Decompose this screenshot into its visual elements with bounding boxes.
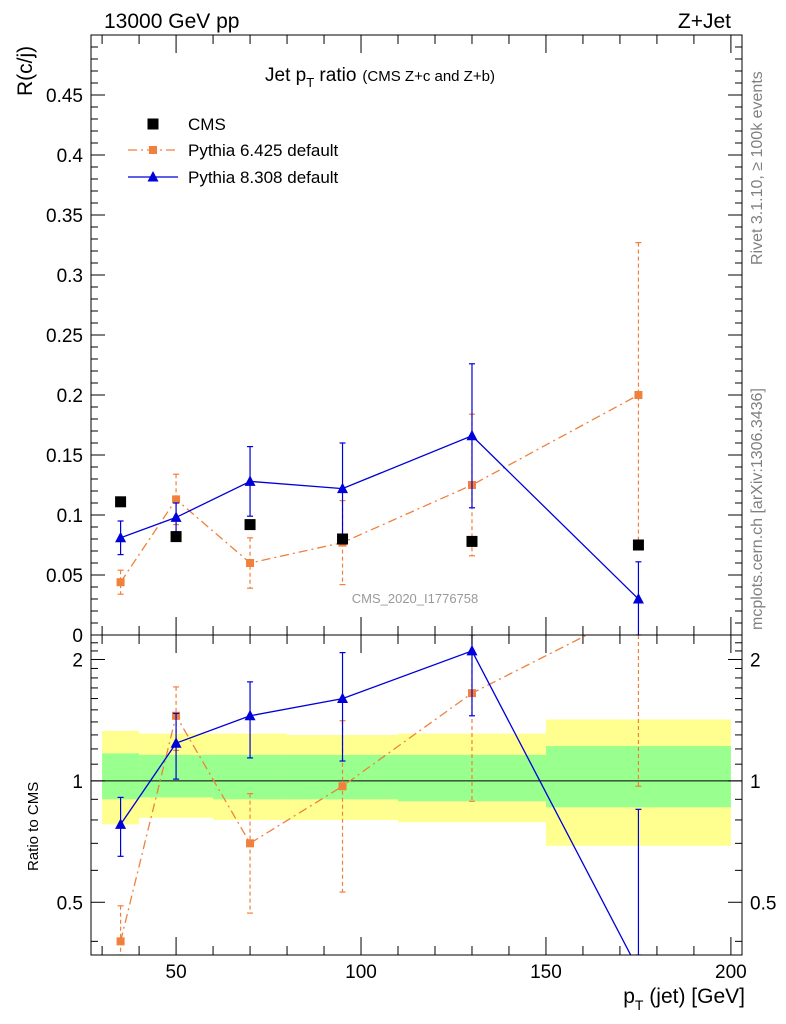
ratio-ytick-label: 2 — [72, 650, 83, 671]
rivet-label: Rivet 3.1.10, ≥ 100k events — [749, 71, 766, 265]
main-py8-point — [632, 593, 644, 604]
main-ytick-label: 0.35 — [46, 206, 83, 227]
main-data-point — [632, 539, 644, 551]
legend-label: CMS — [188, 115, 226, 134]
main-data-point — [115, 496, 127, 508]
main-py8-point — [115, 531, 127, 543]
main-py8-point — [244, 475, 256, 486]
main-data-point — [170, 531, 182, 543]
main-py6-point — [246, 559, 255, 567]
watermark: CMS_2020_I1776758 — [352, 591, 479, 606]
x-tick-label: 150 — [530, 962, 562, 983]
main-py8-point — [170, 511, 182, 522]
x-axis-label: pT (jet) [GeV] — [623, 985, 745, 1013]
main-title: Jet pT ratio (CMS Z+c and Z+b) — [265, 65, 495, 90]
main-ytick-label: 0.1 — [57, 506, 83, 527]
legend-marker — [149, 146, 157, 154]
ratio-py6-line — [119, 635, 589, 942]
ratio-ytick-label-right: 2 — [750, 650, 761, 671]
legend-marker — [147, 118, 159, 130]
legend-label: Pythia 6.425 default — [188, 141, 339, 160]
legend-marker — [147, 171, 159, 182]
ratio-py8-line — [120, 650, 632, 955]
main-data-point — [244, 519, 256, 531]
ratio-band-inner — [102, 753, 140, 800]
ratio-ytick-label-right: 1 — [750, 772, 761, 793]
main-py6-point — [634, 391, 643, 399]
main-py6-point — [116, 578, 125, 587]
main-py6-line — [120, 394, 639, 583]
ratio-py6-point — [338, 782, 347, 791]
main-ytick-label: 0.15 — [46, 446, 83, 467]
ratio-py6-point — [116, 937, 125, 946]
main-py8-point — [337, 482, 349, 494]
main-ytick-label: 0.45 — [46, 86, 83, 107]
main-plot: 0 0.05 0.1 0.15 0.2 0.25 0.3 0.35 0.4 0.45 Jet pT… — [14, 34, 743, 647]
main-ytick-label: 0.2 — [57, 386, 83, 407]
main-ytick-label: 0.4 — [57, 146, 84, 167]
ratio-ytick-label-right: 0.5 — [750, 893, 776, 914]
main-data-point — [337, 533, 349, 545]
x-tick-label: 100 — [345, 962, 377, 983]
ratio-py8-point — [244, 709, 256, 721]
main-py8-point — [466, 429, 478, 441]
ratio-py8-point — [115, 818, 127, 829]
main-py6-point — [172, 495, 181, 504]
ratio-py8-point — [170, 737, 182, 748]
main-ytick-label: 0.05 — [46, 566, 83, 587]
x-tick-label: 200 — [715, 962, 747, 983]
legend-label: Pythia 8.308 default — [188, 168, 339, 187]
main-ytick-label: 0.25 — [46, 326, 83, 347]
x-tick-label: 50 — [166, 962, 187, 983]
main-data-point — [466, 535, 478, 547]
main-ylabel: R(c/j) — [14, 46, 37, 96]
ratio-band-inner — [213, 754, 288, 800]
ratio-ylabel: Ratio to CMS — [25, 782, 42, 871]
main-ytick-label: 0.3 — [57, 266, 83, 287]
main-ytick-label: 0 — [72, 626, 83, 647]
ratio-py6-point — [246, 839, 255, 848]
ratio-ytick-label: 1 — [72, 772, 83, 793]
ratio-py8-point — [337, 692, 349, 704]
mcplots-label: mcplots.cern.ch [arXiv:1306.3436] — [749, 388, 766, 630]
ratio-plot-frame — [90, 634, 743, 956]
header-left: 13000 GeV pp — [104, 10, 239, 33]
main-py8-line — [120, 435, 639, 600]
header-right: Z+Jet — [678, 10, 731, 33]
ratio-plot: 0.5 0.5 1 1 2 2 50 100 150 200 Ratio to CMS pT (j… — [25, 634, 776, 1013]
legend: CMS Pythia 6.425 default Pythia 8.308 defa… — [128, 115, 339, 187]
ratio-ytick-label: 0.5 — [57, 893, 83, 914]
ratio-py8-point — [466, 644, 478, 656]
